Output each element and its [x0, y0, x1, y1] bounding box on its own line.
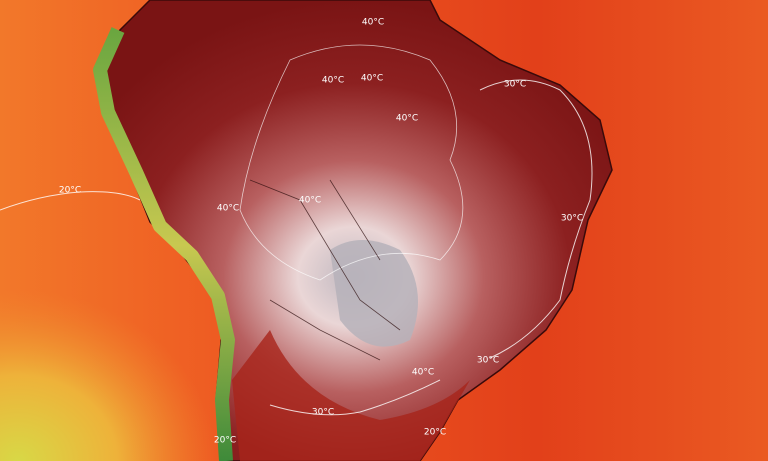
south-region: [232, 330, 470, 461]
isotherm-labels: 40°C 40°C 40°C 40°C 30°C 20°C 40°C 40°C 30°C 30°C…: [59, 18, 583, 446]
isotherm-label: 20°C: [214, 436, 236, 446]
isotherm-label: 30°C: [312, 408, 334, 418]
isotherm-label: 20°C: [59, 186, 81, 196]
isotherm-label: 20°C: [424, 428, 446, 438]
isotherm-label: 40°C: [217, 204, 239, 214]
isotherm-label: 40°C: [412, 368, 434, 378]
pantanal-zone: [330, 240, 418, 347]
isotherm-label: 40°C: [361, 74, 383, 84]
andes: [93, 27, 235, 461]
isotherm-label: 40°C: [322, 76, 344, 86]
isotherm-line: [0, 191, 141, 211]
isotherm-label: 40°C: [299, 196, 321, 206]
border-line: [249, 179, 401, 361]
isotherm-label: 40°C: [396, 114, 418, 124]
isotherm-label: 40°C: [362, 18, 384, 28]
isotherm-line: [479, 79, 593, 359]
isotherm-label: 30°C: [477, 356, 499, 366]
isotherm-label: 30°C: [561, 214, 583, 224]
isotherm-line: [269, 379, 441, 416]
isotherm-label: 30°C: [504, 80, 526, 90]
isotherm-line: [239, 44, 464, 281]
